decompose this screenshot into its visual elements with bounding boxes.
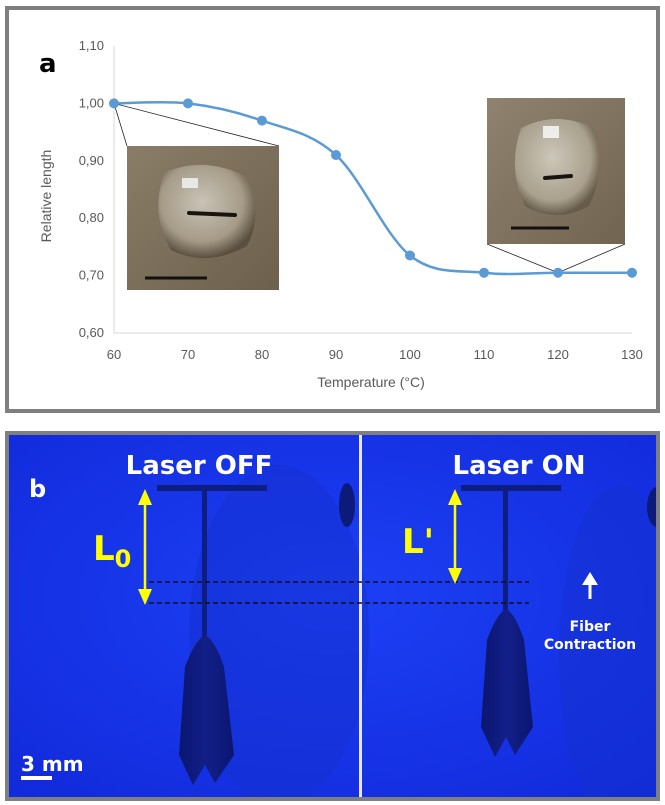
y-tick-label: 0,90: [79, 153, 104, 168]
data-point: [553, 267, 563, 278]
contraction-label-line1: Fiber: [570, 619, 611, 635]
lprime-arrow: [448, 489, 462, 584]
x-tick-label: 130: [621, 347, 643, 362]
series-line: [113, 100, 632, 276]
panel-divider: [359, 435, 362, 797]
l0-arrow: [138, 489, 152, 605]
x-tick-label: 60: [107, 347, 121, 362]
data-point: [479, 267, 489, 278]
x-tick-label: 70: [181, 347, 195, 362]
contraction-arrow-icon: [582, 572, 598, 599]
x-tick-label: 120: [547, 347, 569, 362]
inset-photo-120c: [487, 98, 625, 244]
laser-contraction-photo: L0 L' b Laser OFF Laser ON Fiber Contrac…: [9, 435, 656, 797]
data-point: [331, 150, 341, 161]
data-point: [627, 267, 637, 278]
fiber-right: [503, 490, 508, 640]
panel-a-label: a: [39, 49, 57, 79]
holder-bar-right: [461, 485, 561, 491]
x-tick-label: 100: [399, 347, 421, 362]
x-axis-title: Temperature (°C): [317, 374, 425, 390]
data-point: [257, 115, 267, 126]
inset-connector: [557, 243, 626, 274]
y-tick-label: 0,80: [79, 210, 104, 225]
inset-connector: [113, 103, 128, 147]
contraction-label-line2: Contraction: [544, 637, 636, 653]
inset-connector: [486, 243, 559, 274]
x-tick-label: 110: [474, 347, 495, 362]
l0-label-subscript: 0: [115, 545, 132, 573]
relative-length-chart: a 0,60 0,70 0,80 0,90 1,00 1,10 60 70 80 90 100 110…: [38, 38, 643, 390]
y-tick-label: 0,70: [79, 268, 104, 283]
data-point: [405, 250, 415, 261]
edge-dark-spot: [339, 483, 355, 527]
l0-label: L0: [93, 529, 131, 573]
panel-a: a 0,60 0,70 0,80 0,90 1,00 1,10 60 70 80 90 100 110…: [5, 6, 660, 413]
shadow-region: [559, 485, 656, 797]
holder-bar-left: [157, 485, 267, 491]
fiber-left: [202, 490, 207, 665]
x-tick-label: 90: [329, 347, 343, 362]
data-point: [183, 98, 193, 109]
scale-bar-label: 3 mm: [21, 752, 84, 776]
y-tick-label: 0,60: [79, 325, 104, 340]
shadow-region: [189, 465, 369, 797]
edge-dark-spot: [647, 487, 656, 527]
fiber-weight-left: [179, 635, 234, 785]
panel-b: L0 L' b Laser OFF Laser ON Fiber Contrac…: [5, 431, 660, 801]
lprime-label: L': [402, 522, 434, 562]
inset-connector: [113, 103, 280, 147]
l0-label-main: L: [93, 529, 115, 569]
inset-photos: [113, 98, 626, 290]
scale-bar: [21, 776, 52, 780]
y-axis-title: Relative length: [38, 150, 54, 243]
laser-off-title: Laser OFF: [126, 451, 273, 481]
panel-b-label: b: [29, 475, 46, 503]
data-point: [109, 98, 119, 109]
laser-on-title: Laser ON: [453, 451, 586, 481]
series: [109, 98, 637, 278]
fiber-weight-right: [481, 609, 533, 757]
y-tick-label: 1,00: [79, 95, 104, 110]
axes: 0,60 0,70 0,80 0,90 1,00 1,10 60 70 80 90 100 110 12…: [79, 38, 643, 362]
inset-photo-60c: [127, 146, 279, 290]
y-tick-label: 1,10: [79, 38, 104, 53]
x-tick-label: 80: [255, 347, 269, 362]
